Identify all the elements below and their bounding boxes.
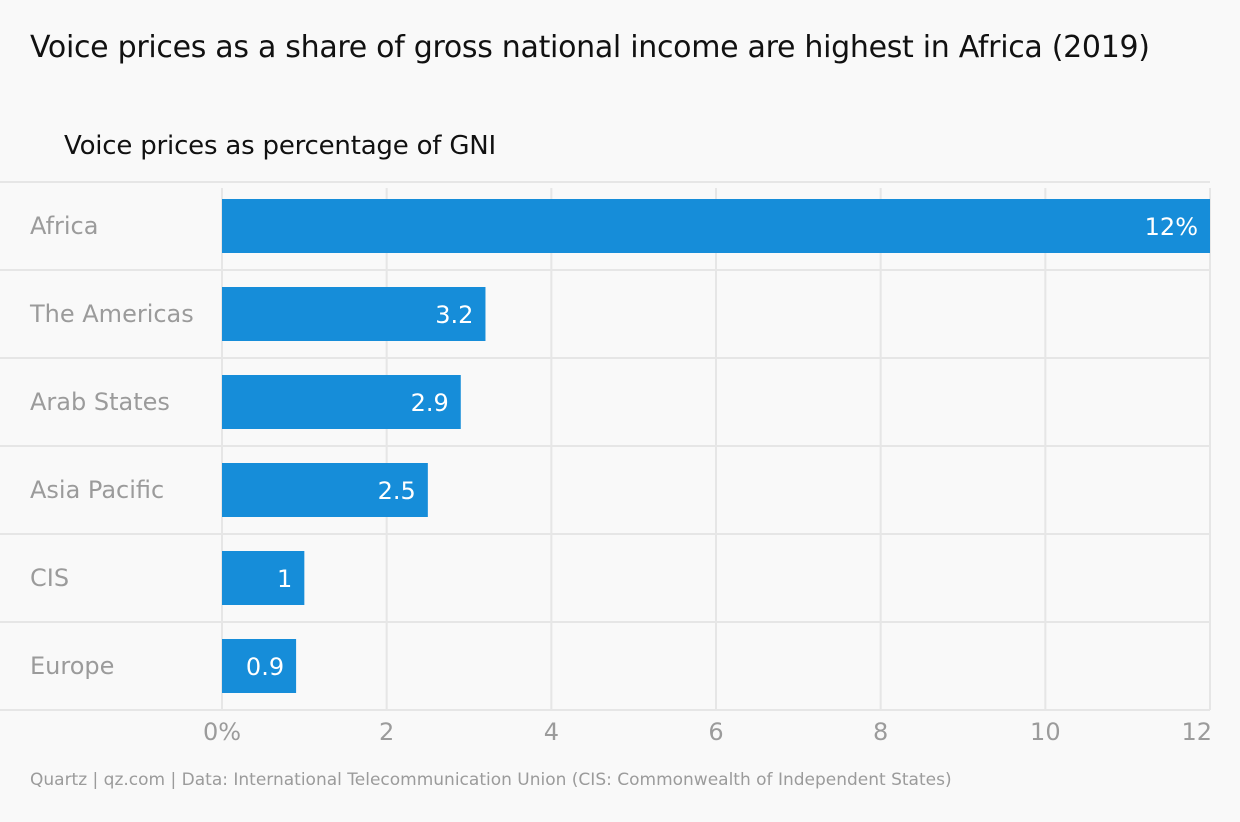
bar <box>222 199 1210 253</box>
grid-lines <box>0 181 1211 711</box>
x-tick-label: 10 <box>1030 718 1061 746</box>
bar <box>222 639 297 693</box>
category-label: The Americas <box>29 300 194 328</box>
source-note: Quartz | qz.com | Data: International Te… <box>30 770 952 790</box>
category-label: Europe <box>30 652 114 680</box>
x-tick-label: 2 <box>379 718 394 746</box>
chart-subtitle: Voice prices as percentage of GNI <box>64 131 496 161</box>
x-axis-ticks: 0% 2 4 6 8 10 12 <box>203 718 1212 746</box>
bar <box>222 463 428 517</box>
category-labels: Africa The Americas Arab States Asia Pacifi… <box>29 212 194 680</box>
data-labels: 12% 3.2 2.9 2.5 1 0.9 <box>246 213 1198 681</box>
chart-title: Voice prices as a share of gross nationa… <box>30 30 1150 65</box>
bar <box>222 551 305 605</box>
bar-data-label: 0.9 <box>246 653 284 681</box>
bar-data-label: 3.2 <box>435 301 473 329</box>
x-tick-label: 6 <box>708 718 723 746</box>
category-label: CIS <box>30 564 69 592</box>
bar-data-label: 2.5 <box>378 477 416 505</box>
x-tick-label: 0% <box>203 718 241 746</box>
x-tick-label: 4 <box>544 718 559 746</box>
category-label: Africa <box>30 212 98 240</box>
category-label: Arab States <box>30 388 170 416</box>
category-label: Asia Pacific <box>30 476 164 504</box>
x-tick-label: 8 <box>873 718 888 746</box>
x-tick-label: 12 <box>1181 718 1212 746</box>
bar-data-label: 12% <box>1145 213 1198 241</box>
bar-data-label: 1 <box>277 565 292 593</box>
bar <box>222 375 461 429</box>
bar-data-label: 2.9 <box>411 389 449 417</box>
bars <box>222 199 1210 693</box>
bar <box>222 287 486 341</box>
bar-chart: Africa The Americas Arab States Asia Pacifi… <box>0 181 1212 746</box>
